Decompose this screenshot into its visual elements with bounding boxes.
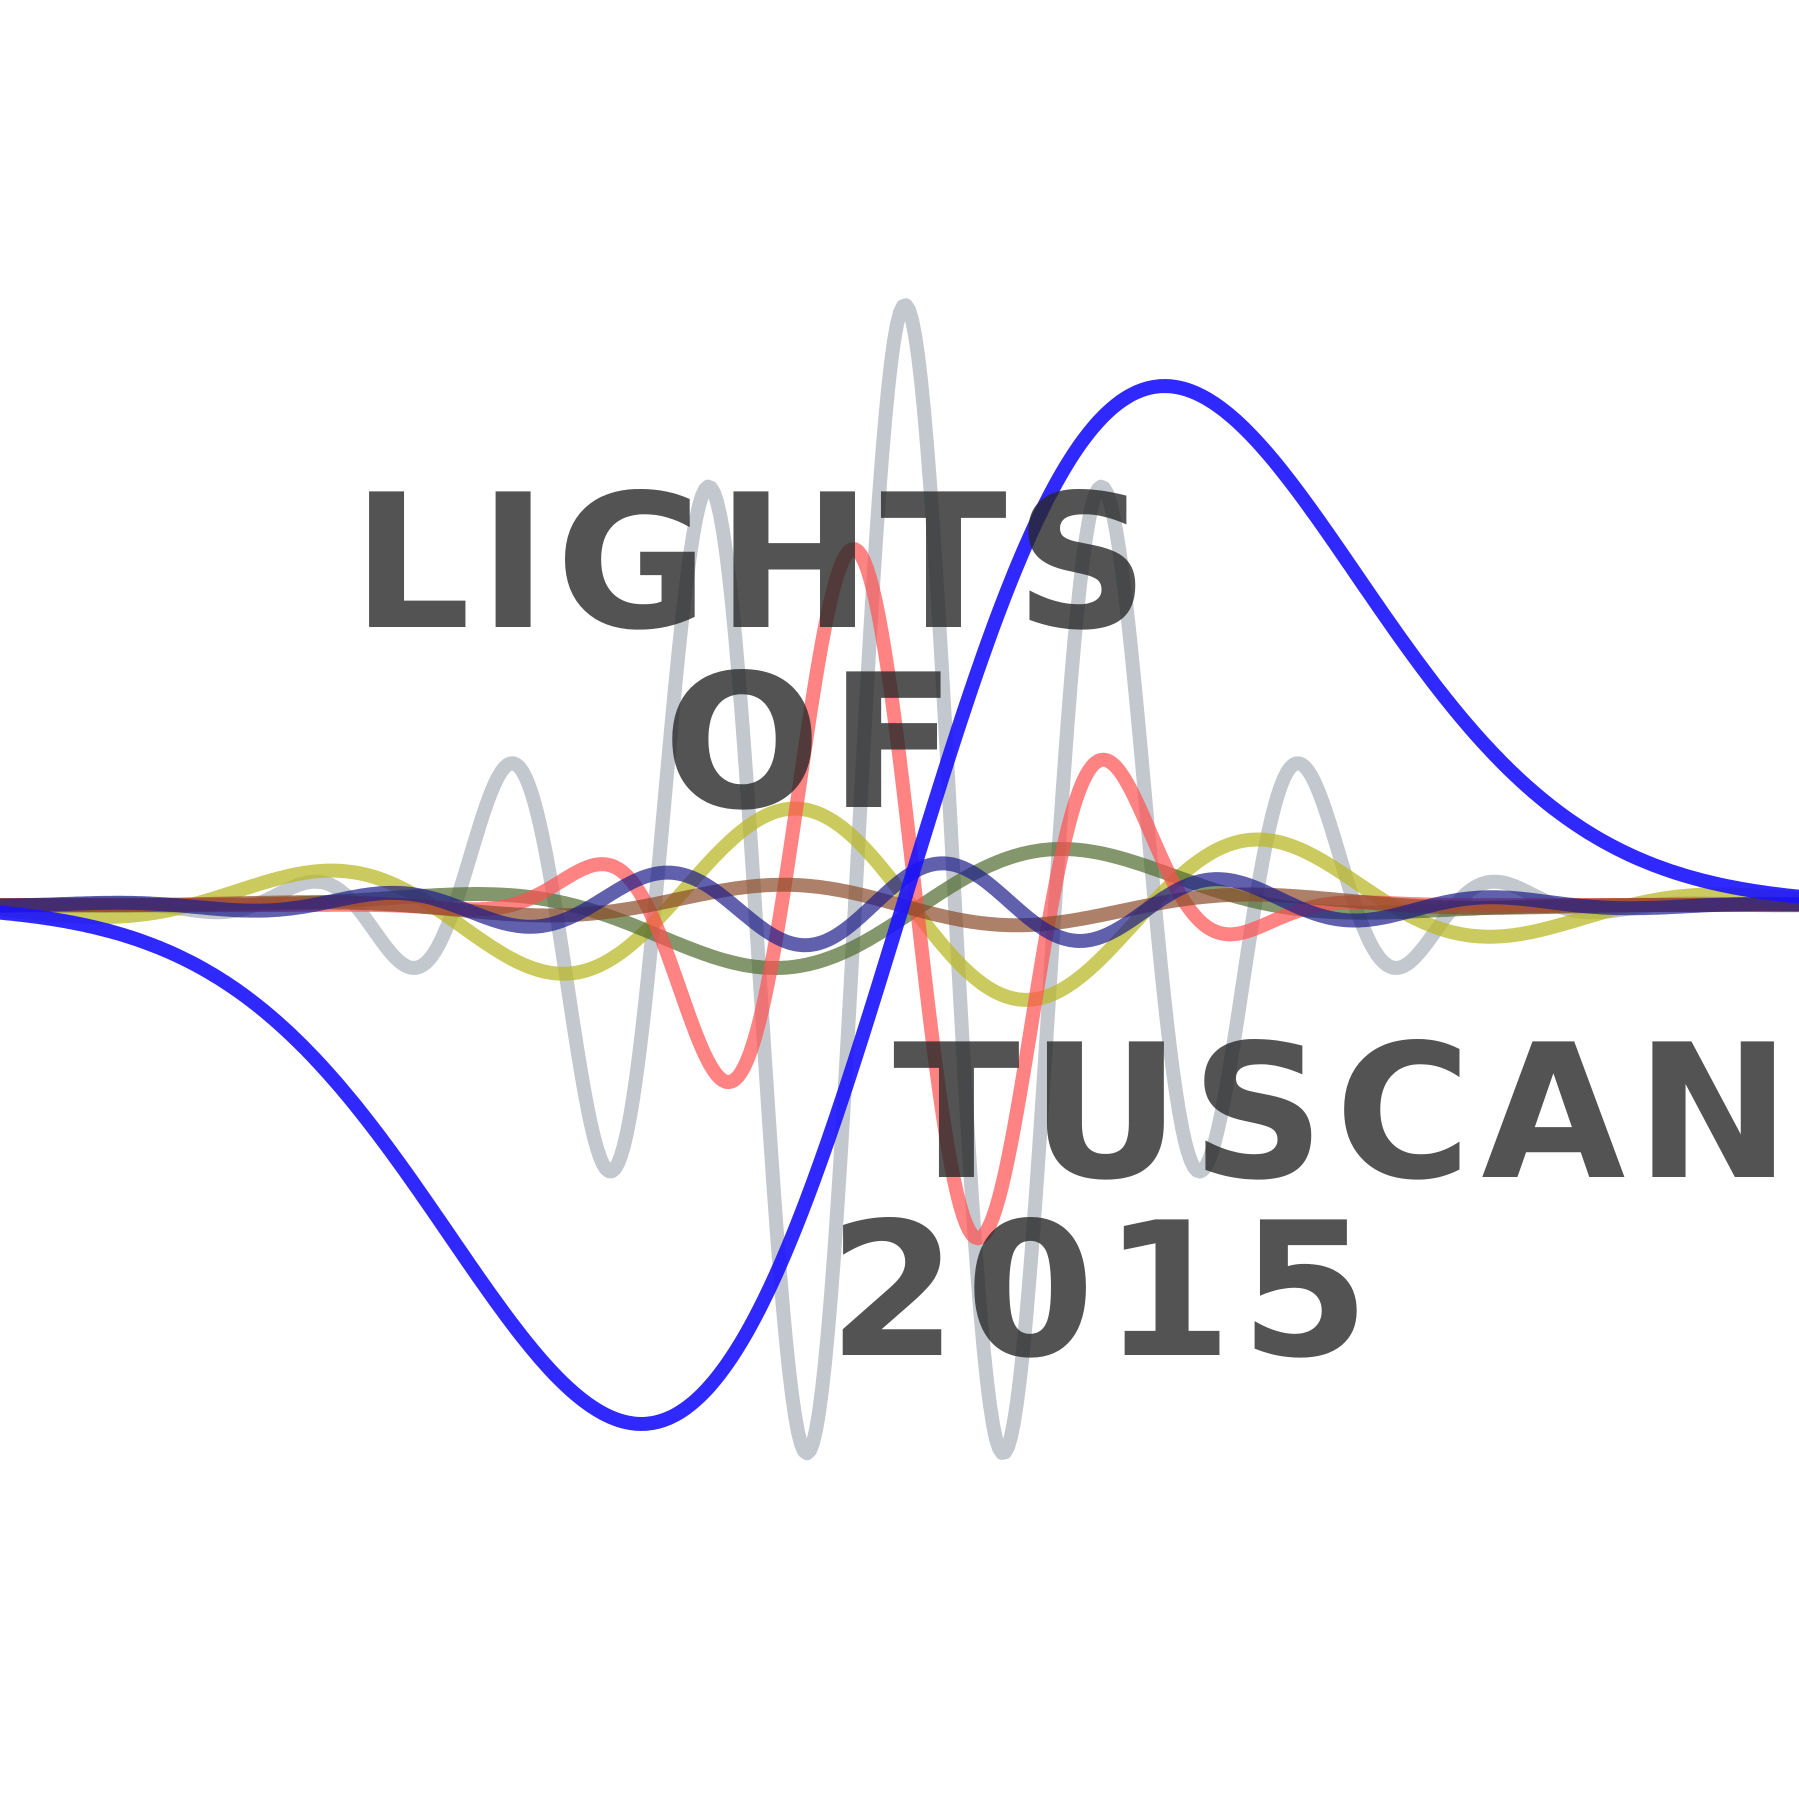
blue-wave bbox=[0, 379, 1799, 1431]
title-line-tuscany: TUSCANY bbox=[893, 1004, 1799, 1221]
gray-wave bbox=[0, 298, 1799, 1461]
title-line-year: 2015 bbox=[828, 1182, 1378, 1399]
navy-wave bbox=[0, 856, 1799, 953]
title-line-of: OF bbox=[663, 634, 965, 851]
title-line-lights: LIGHTS bbox=[352, 454, 1157, 671]
